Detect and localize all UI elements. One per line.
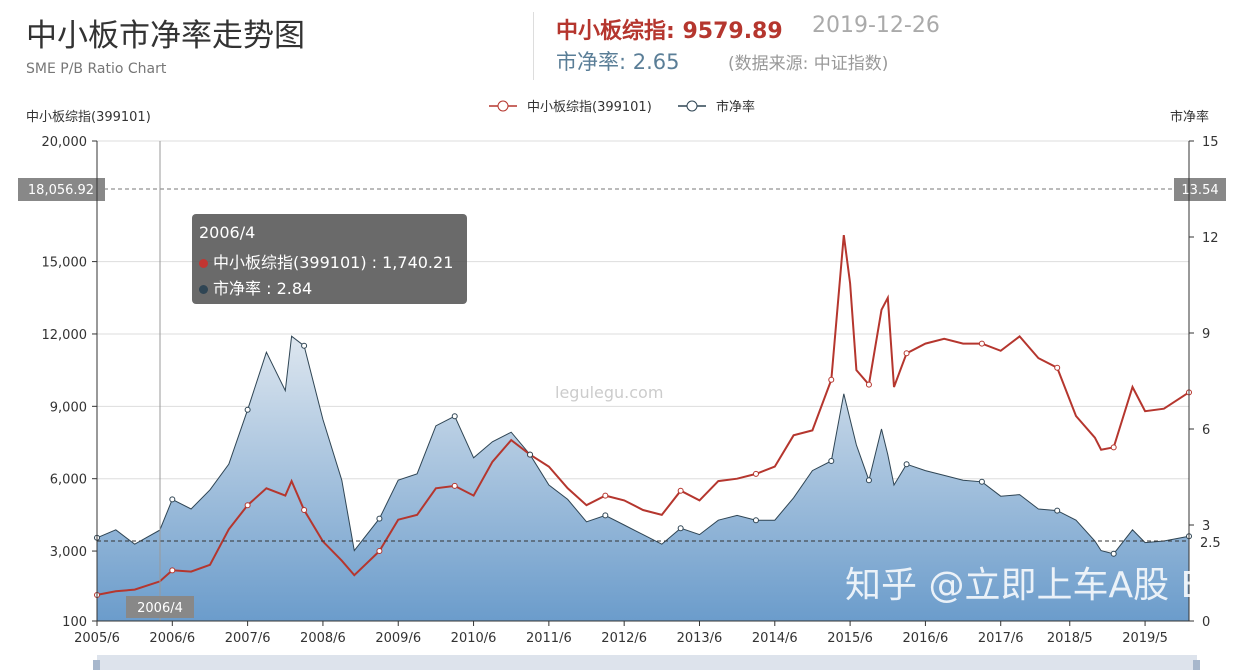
pb-point: [301, 342, 308, 349]
pb-point: [376, 515, 383, 522]
data-zoom-slider[interactable]: [97, 655, 1197, 670]
max-index-label: 18,056.92: [28, 183, 94, 198]
page-title: 中小板市净率走势图: [26, 18, 305, 54]
index-value: 中小板综指: 9579.89: [556, 19, 783, 44]
pb-point: [978, 478, 985, 485]
index-point: [451, 482, 458, 489]
index-point: [1110, 444, 1117, 451]
page-subtitle: SME P/B Ratio Chart: [26, 61, 167, 77]
data-source: (数据来源: 中证指数): [728, 54, 889, 74]
pb-point: [677, 525, 684, 532]
y-right-tick-label: 6: [1202, 423, 1210, 438]
zhihu-watermark: 知乎 @立即上车A股 E: [845, 565, 1204, 606]
legend[interactable]: 中小板综指(399101) 市净率: [489, 99, 755, 115]
y-left-tick-label: 12,000: [42, 328, 88, 343]
y-left-tick-label: 6,000: [50, 473, 87, 488]
x-tick-label: 2012/6: [601, 631, 647, 646]
x-tick-label: 2013/6: [677, 631, 723, 646]
pb-point: [865, 477, 872, 484]
pb-point: [1054, 507, 1061, 514]
x-tick-label: 2006/6: [149, 631, 195, 646]
y-right-tick-label: 12: [1202, 231, 1219, 246]
y-left-tick-label: 15,000: [42, 256, 88, 271]
y-right-tick-label: 3: [1202, 519, 1210, 534]
y-left-tick-label: 20,000: [42, 135, 88, 150]
index-point: [978, 340, 985, 347]
cursor-date-label: 2006/4: [137, 601, 183, 616]
legend-index: 中小板综指(399101): [527, 100, 652, 115]
index-point: [301, 507, 308, 514]
pb-dot-icon: [199, 285, 208, 294]
x-tick-label: 2016/6: [903, 631, 949, 646]
y-right-tick-label: 9: [1202, 327, 1210, 342]
x-tick-label: 2017/6: [978, 631, 1024, 646]
tooltip-pb: 市净率 : 2.84: [213, 279, 313, 298]
x-tick-label: 2009/6: [375, 631, 421, 646]
pb-point: [527, 451, 534, 458]
pb-point: [169, 496, 176, 503]
left-axis-title: 中小板综指(399101): [26, 110, 151, 125]
pb-point: [903, 461, 910, 468]
legend-index-icon: [497, 100, 509, 112]
pb-value: 市净率: 2.65: [556, 50, 680, 74]
pb-point: [752, 517, 759, 524]
y-right-tick-label: 15: [1202, 135, 1219, 150]
tooltip-index: 中小板综指(399101) : 1,740.21: [213, 253, 454, 272]
pb-markline-label: 2.5: [1200, 536, 1221, 551]
tooltip: 2006/4 中小板综指(399101) : 1,740.21 市净率 : 2.…: [192, 214, 467, 304]
x-tick-label: 2015/6: [827, 631, 873, 646]
right-axis-title: 市净率: [1170, 110, 1210, 125]
index-point: [677, 487, 684, 494]
pb-point: [1110, 550, 1117, 557]
x-tick-label: 2018/5: [1047, 631, 1093, 646]
index-point: [865, 381, 872, 388]
max-pb-label: 13.54: [1181, 183, 1218, 198]
header-divider: [533, 12, 534, 80]
index-point: [752, 470, 759, 477]
pb-area: [97, 336, 1189, 621]
tooltip-date: 2006/4: [199, 223, 256, 242]
x-tick-label: 2019/5: [1122, 631, 1168, 646]
pb-point: [828, 458, 835, 464]
y-right-tick-label: 0: [1202, 615, 1210, 630]
y-left-tick-label: 9,000: [50, 400, 87, 415]
y-left-tick-label: 100: [62, 615, 87, 630]
index-point: [828, 376, 835, 383]
pb-point: [244, 406, 251, 413]
x-tick-label: 2010/6: [451, 631, 497, 646]
x-tick-label: 2005/6: [74, 631, 120, 646]
index-point: [376, 548, 383, 555]
legend-pb: 市净率: [716, 99, 755, 115]
pb-point: [602, 512, 609, 519]
x-tick-label: 2011/6: [526, 631, 572, 646]
zoom-handle-right[interactable]: [1193, 660, 1200, 670]
zoom-handle-left[interactable]: [93, 660, 100, 670]
index-point: [1054, 364, 1061, 371]
legend-pb-icon: [686, 100, 698, 112]
y-left-tick-label: 3,000: [50, 545, 87, 560]
x-tick-label: 2008/6: [300, 631, 346, 646]
index-point: [244, 502, 251, 509]
index-point: [602, 492, 609, 499]
x-tick-label: 2007/6: [225, 631, 271, 646]
index-point: [169, 567, 176, 574]
site-watermark: legulegu.com: [555, 383, 664, 402]
x-tick-label: 2014/6: [752, 631, 798, 646]
latest-date: 2019-12-26: [812, 13, 940, 38]
index-dot-icon: [199, 259, 208, 268]
pb-point: [451, 413, 458, 420]
index-point: [903, 350, 910, 357]
